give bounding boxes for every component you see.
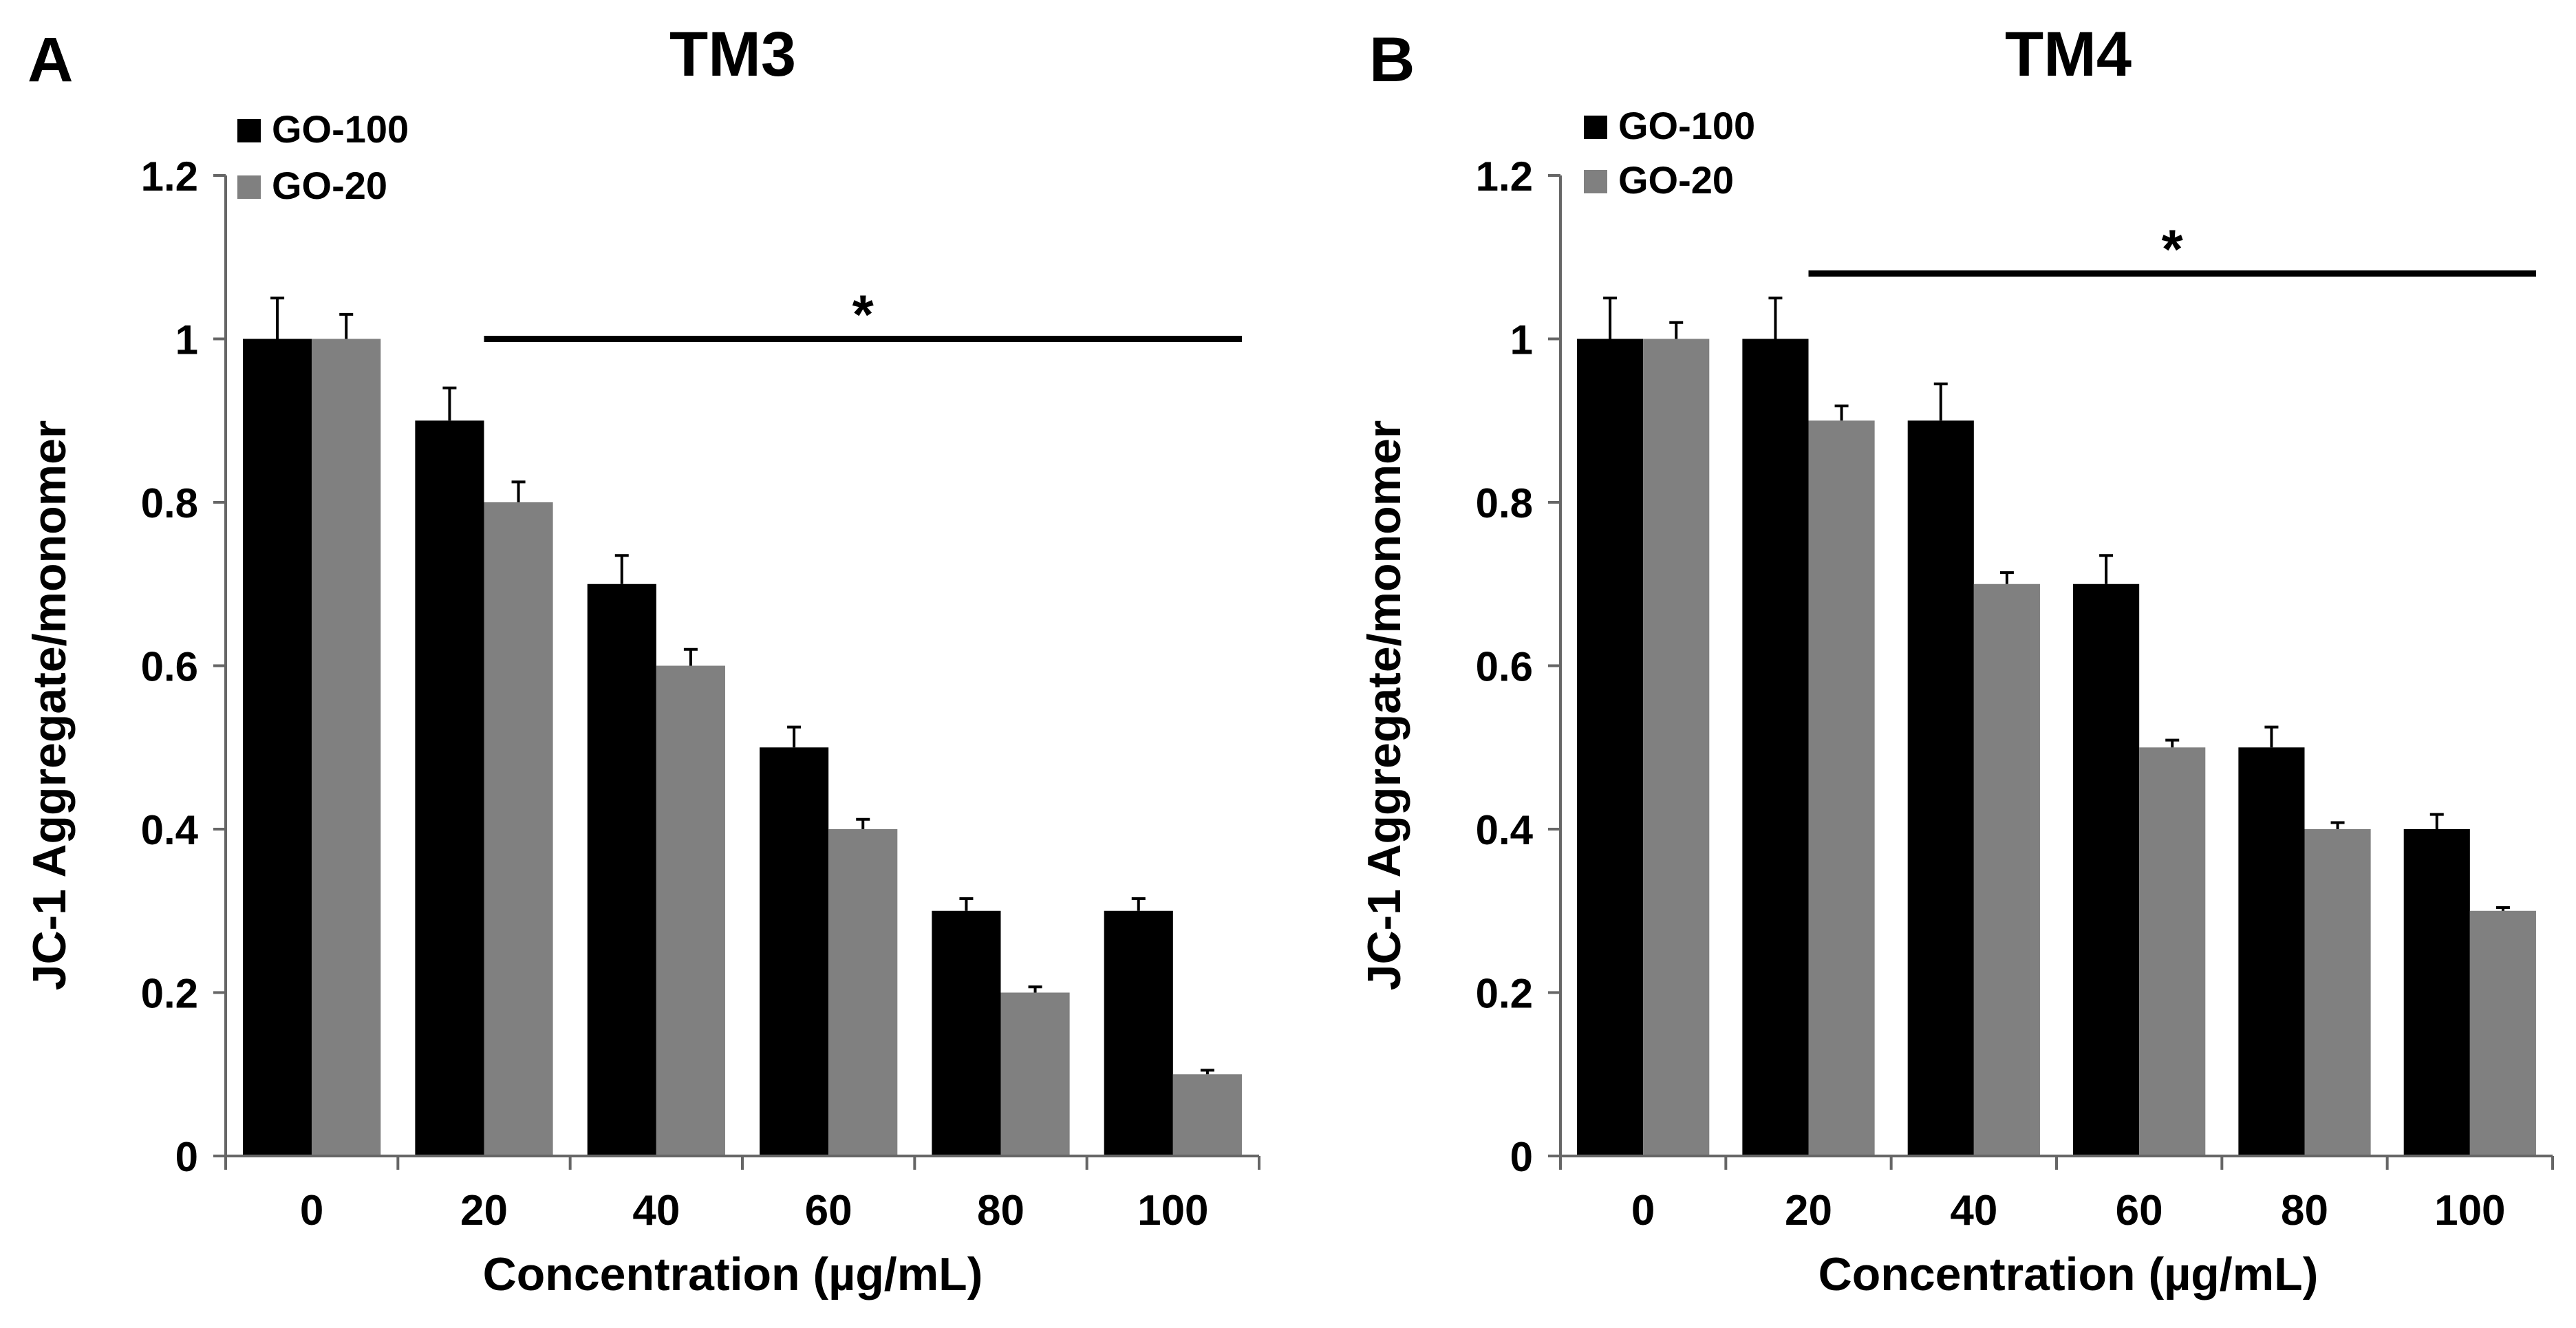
chart-title-tm4: TM4 <box>2005 19 2132 89</box>
bar-go-20-60 <box>2139 747 2206 1156</box>
plot-area-tm3: 0 0.2 0.4 0.6 0.8 1 1.2 0 20 40 60 80 100 * <box>141 153 1260 1234</box>
bar-go-20-0 <box>1643 339 1710 1156</box>
y-tick-label: 0.2 <box>1476 971 1533 1017</box>
bar-go-20-80 <box>1000 992 1070 1156</box>
y-axis-label-tm3: JC-1 Aggregate/monomer <box>23 420 76 991</box>
legend-swatch-go-20 <box>237 175 261 199</box>
bar-go-100-20 <box>1742 339 1809 1156</box>
legend-label-go-20: GO-20 <box>272 164 387 207</box>
bar-go-100-80 <box>2238 747 2305 1156</box>
legend-swatch-go-100 <box>237 119 261 142</box>
x-tick-label-0: 0 <box>300 1187 323 1234</box>
bar-go-100-60 <box>760 747 829 1156</box>
x-tick-label-80: 80 <box>2281 1187 2328 1234</box>
x-tick-label-20: 20 <box>1785 1187 1832 1234</box>
y-tick-label: 1 <box>175 317 198 363</box>
x-tick-label-80: 80 <box>977 1187 1024 1234</box>
y-tick-label: 0.4 <box>141 807 199 853</box>
panel-letter-b: B <box>1369 25 1415 95</box>
bar-go-20-80 <box>2304 829 2371 1156</box>
y-tick-label: 0.8 <box>1476 480 1533 526</box>
bar-go-20-40 <box>1973 583 2040 1156</box>
significance-marker: * <box>852 284 874 345</box>
bar-go-100-40 <box>1907 420 1974 1156</box>
y-tick-label: 0.4 <box>1476 807 1534 853</box>
panel-tm4: B TM4 Concentration (µg/mL) JC-1 Aggrega… <box>1358 19 2554 1300</box>
panel-letter-a: A <box>28 25 73 95</box>
x-tick-label-100: 100 <box>1137 1187 1208 1234</box>
x-tick-label-40: 40 <box>632 1187 680 1234</box>
bar-go-20-20 <box>1808 420 1875 1156</box>
y-tick-label: 1.2 <box>141 153 198 200</box>
bar-go-100-60 <box>2073 583 2140 1156</box>
bar-go-20-40 <box>656 665 725 1156</box>
legend-label-go-20: GO-20 <box>1618 158 1734 202</box>
bar-go-20-100 <box>1172 1074 1242 1156</box>
x-axis-label-tm3: Concentration (µg/mL) <box>483 1248 983 1300</box>
bar-go-100-0 <box>1577 339 1644 1156</box>
x-tick-label-100: 100 <box>2434 1187 2505 1234</box>
chart-title-tm3: TM3 <box>669 19 796 89</box>
y-tick-label: 0 <box>175 1134 198 1180</box>
bar-go-100-20 <box>415 420 484 1156</box>
significance-marker: * <box>2162 219 2184 280</box>
y-tick-label: 0.2 <box>141 971 198 1017</box>
x-axis-label-tm4: Concentration (µg/mL) <box>1818 1248 2319 1300</box>
y-tick-label: 1 <box>1510 317 1533 363</box>
legend-label-go-100: GO-100 <box>272 107 409 151</box>
legend-swatch-go-100 <box>1584 116 1607 139</box>
panel-tm3: A TM3 Concentration (µg/mL) JC-1 Aggrega… <box>23 19 1260 1300</box>
legend-tm3: GO-100 GO-20 <box>237 107 409 207</box>
y-tick-label: 0.8 <box>141 480 198 526</box>
x-tick-label-40: 40 <box>1950 1187 1997 1234</box>
y-axis-label-tm4: JC-1 Aggregate/monomer <box>1358 420 1410 991</box>
bar-go-20-20 <box>484 502 553 1156</box>
bar-go-100-80 <box>932 910 1001 1156</box>
bar-go-100-100 <box>2403 829 2470 1156</box>
plot-area-tm4: 0 0.2 0.4 0.6 0.8 1 1.2 0 20 40 60 80 100 * <box>1476 153 2554 1234</box>
y-tick-label: 0.6 <box>141 644 198 690</box>
x-tick-label-0: 0 <box>1631 1187 1655 1234</box>
x-tick-label-60: 60 <box>805 1187 852 1234</box>
bar-go-20-60 <box>828 829 898 1156</box>
legend-tm4: GO-100 GO-20 <box>1584 104 1755 202</box>
legend-label-go-100: GO-100 <box>1618 104 1755 147</box>
bar-go-20-0 <box>312 339 381 1156</box>
x-tick-label-60: 60 <box>2116 1187 2163 1234</box>
y-tick-label: 0.6 <box>1476 644 1533 690</box>
bar-go-100-0 <box>243 339 312 1156</box>
y-tick-label: 0 <box>1510 1134 1533 1180</box>
x-tick-label-20: 20 <box>460 1187 508 1234</box>
legend-swatch-go-20 <box>1584 170 1607 193</box>
y-tick-label: 1.2 <box>1476 153 1533 200</box>
bar-go-100-100 <box>1104 910 1173 1156</box>
bar-go-100-40 <box>587 583 656 1156</box>
bar-go-20-100 <box>2469 910 2536 1156</box>
